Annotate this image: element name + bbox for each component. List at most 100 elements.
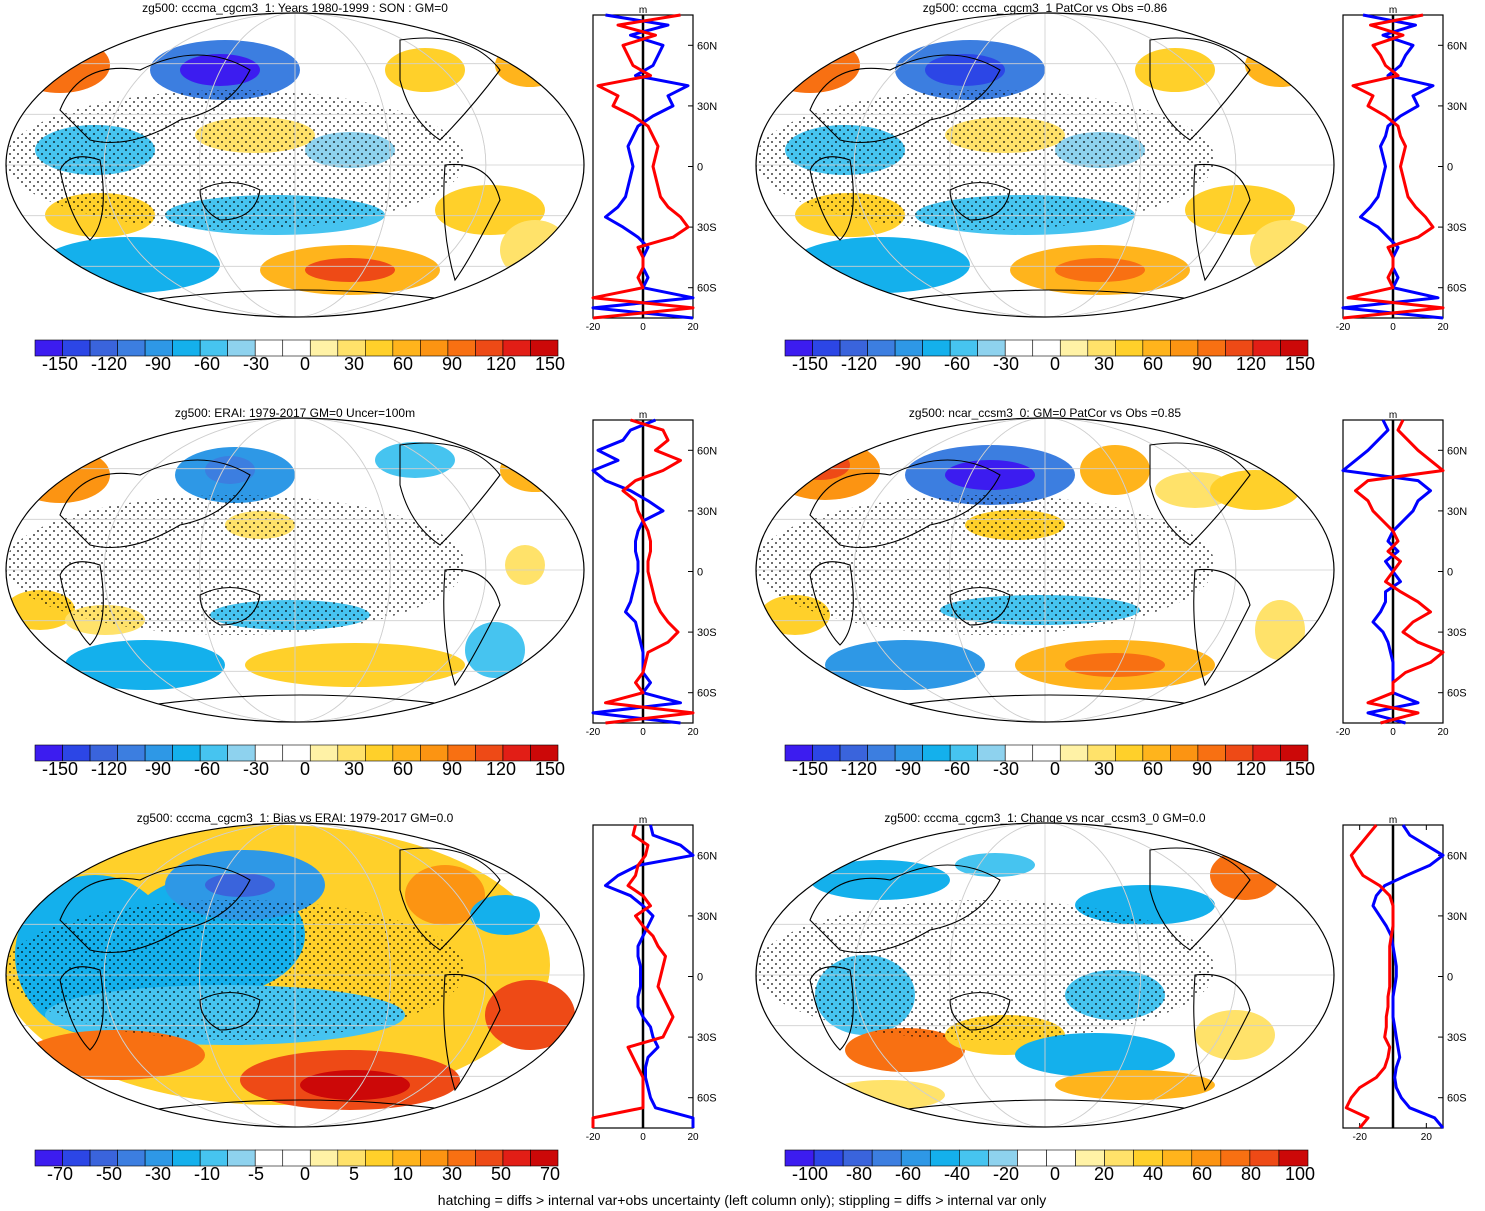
profile-lat-label: 30N <box>1447 101 1467 113</box>
model-profile-line <box>591 824 675 1128</box>
coastline <box>949 587 1011 626</box>
colorbar-tick-label: 70 <box>540 1164 560 1184</box>
reference-profile-line <box>1371 824 1445 1129</box>
map-outline <box>5 822 585 1128</box>
graticule-lon <box>199 418 391 722</box>
profile-xtick-label: -20 <box>1336 727 1351 738</box>
colorbar-tick-label: -90 <box>145 354 171 374</box>
colorbar-tick-label: -100 <box>792 1164 828 1184</box>
profile-lat-label: 60S <box>697 688 717 700</box>
map-field <box>6 418 584 722</box>
profile-xtick-label: 0 <box>640 727 646 738</box>
coastline <box>399 37 501 141</box>
coastline <box>443 163 501 282</box>
coastline <box>1149 442 1251 546</box>
anomaly-region <box>485 980 575 1050</box>
profile-xtick-label: -20 <box>1352 1132 1367 1143</box>
colorbar-tick-label: -150 <box>792 354 828 374</box>
coastline <box>809 561 854 646</box>
colorbar: -150 -120 -90 -60 -30 0 30 60 90 120 150 <box>34 744 565 779</box>
colorbar-swatch <box>1115 339 1144 357</box>
colorbar-swatch <box>365 1149 394 1167</box>
colorbar-tick-label: 60 <box>1143 759 1163 779</box>
colorbar-tick-label: -30 <box>993 759 1019 779</box>
colorbar-tick-label: 150 <box>1285 759 1315 779</box>
panel-2: zg500: cccma_cgcm3_1 PatCor vs Obs =0.86… <box>755 1 1467 374</box>
profile-lat-label: 30N <box>1447 506 1467 518</box>
colorbar-tick-label: 0 <box>300 759 310 779</box>
figure-caption: hatching = diffs > internal var+obs unce… <box>438 1192 1046 1208</box>
profile-xtick-label: 20 <box>687 727 699 738</box>
coastline <box>809 156 854 241</box>
coastline <box>199 182 261 221</box>
anomaly-region <box>205 456 255 484</box>
anomaly-region <box>1015 1033 1175 1077</box>
profile-lat-label: 0 <box>1447 972 1453 984</box>
colorbar-tick-label: 150 <box>535 759 565 779</box>
stippling <box>6 495 465 635</box>
colorbar-tick-label: -150 <box>42 759 78 779</box>
colorbar-tick-label: -30 <box>243 354 269 374</box>
reference-profile-line <box>591 418 682 725</box>
anomaly-region <box>1055 1070 1215 1100</box>
anomaly-region <box>1080 445 1150 495</box>
colorbar-swatch <box>1280 339 1309 357</box>
graticule-lon <box>199 13 391 317</box>
profile-lat-label: 60N <box>1447 445 1467 457</box>
colorbar-tick-label: 0 <box>1050 759 1060 779</box>
graticule-lon <box>103 823 487 1127</box>
colorbar-tick-label: 0 <box>1050 1164 1060 1184</box>
map-field <box>756 418 1334 722</box>
colorbar-tick-label: 30 <box>1094 354 1114 374</box>
colorbar-swatch <box>1059 744 1089 762</box>
panel-title: zg500: ncar_ccsm3_0: GM=0 PatCor vs Obs … <box>909 406 1181 420</box>
colorbar-tick-label: -120 <box>91 759 127 779</box>
profile-xtick-label: 20 <box>1421 1132 1433 1143</box>
model-profile-line <box>604 418 695 725</box>
coastline <box>149 694 451 706</box>
anomaly-region <box>505 545 545 585</box>
profile-lat-label: 60N <box>697 850 717 862</box>
anomaly-region <box>945 460 1035 490</box>
colorbar-tick-label: 30 <box>442 1164 462 1184</box>
coastline <box>399 847 501 951</box>
colorbar-tick-label: 90 <box>442 759 462 779</box>
colorbar-swatch <box>1017 1149 1047 1167</box>
colorbar-swatch <box>1280 744 1309 762</box>
map-outline <box>755 822 1335 1128</box>
graticule-lon <box>949 418 1141 722</box>
panel-1: zg500: cccma_cgcm3_1: Years 1980-1999 : … <box>5 1 717 374</box>
colorbar-tick-label: 60 <box>393 354 413 374</box>
panel-title: zg500: ERAI: 1979-2017 GM=0 Uncer=100m <box>175 406 415 420</box>
coastline <box>809 54 1001 143</box>
coastline <box>1149 37 1251 141</box>
profile-lat-label: 60S <box>1447 283 1467 295</box>
anomaly-region <box>465 622 525 678</box>
colorbar-swatch <box>530 1149 559 1167</box>
profile-lat-label: 30S <box>1447 627 1467 639</box>
reference-profile-line <box>1341 419 1432 725</box>
colorbar-tick-label: 120 <box>1236 759 1266 779</box>
colorbar-tick-label: 150 <box>535 354 565 374</box>
anomaly-region <box>760 37 860 93</box>
stippling <box>6 900 465 1040</box>
profile-lat-label: 60S <box>697 283 717 295</box>
colorbar-swatch <box>309 1149 339 1167</box>
colorbar-tick-label: 90 <box>1192 354 1212 374</box>
profile-unit: m <box>1389 815 1397 826</box>
colorbar-swatch <box>1278 1149 1309 1167</box>
profile-lat-label: 60S <box>1447 688 1467 700</box>
profile-xtick-label: 0 <box>640 322 646 333</box>
graticule-lon <box>949 823 1141 1127</box>
coastline <box>809 864 1001 953</box>
zonal-mean-profile: m -20 20 60N 30N 0 30S 60S <box>1342 815 1467 1143</box>
profile-lat-label: 60S <box>697 1093 717 1105</box>
profile-lat-label: 30S <box>697 222 717 234</box>
profile-unit: m <box>1389 410 1397 421</box>
coastline <box>199 992 261 1031</box>
profile-xtick-label: -20 <box>586 727 601 738</box>
coastline <box>1193 568 1251 687</box>
profile-lat-label: 0 <box>697 972 703 984</box>
profile-xtick-label: 20 <box>687 322 699 333</box>
profile-lat-label: 30N <box>697 506 717 518</box>
